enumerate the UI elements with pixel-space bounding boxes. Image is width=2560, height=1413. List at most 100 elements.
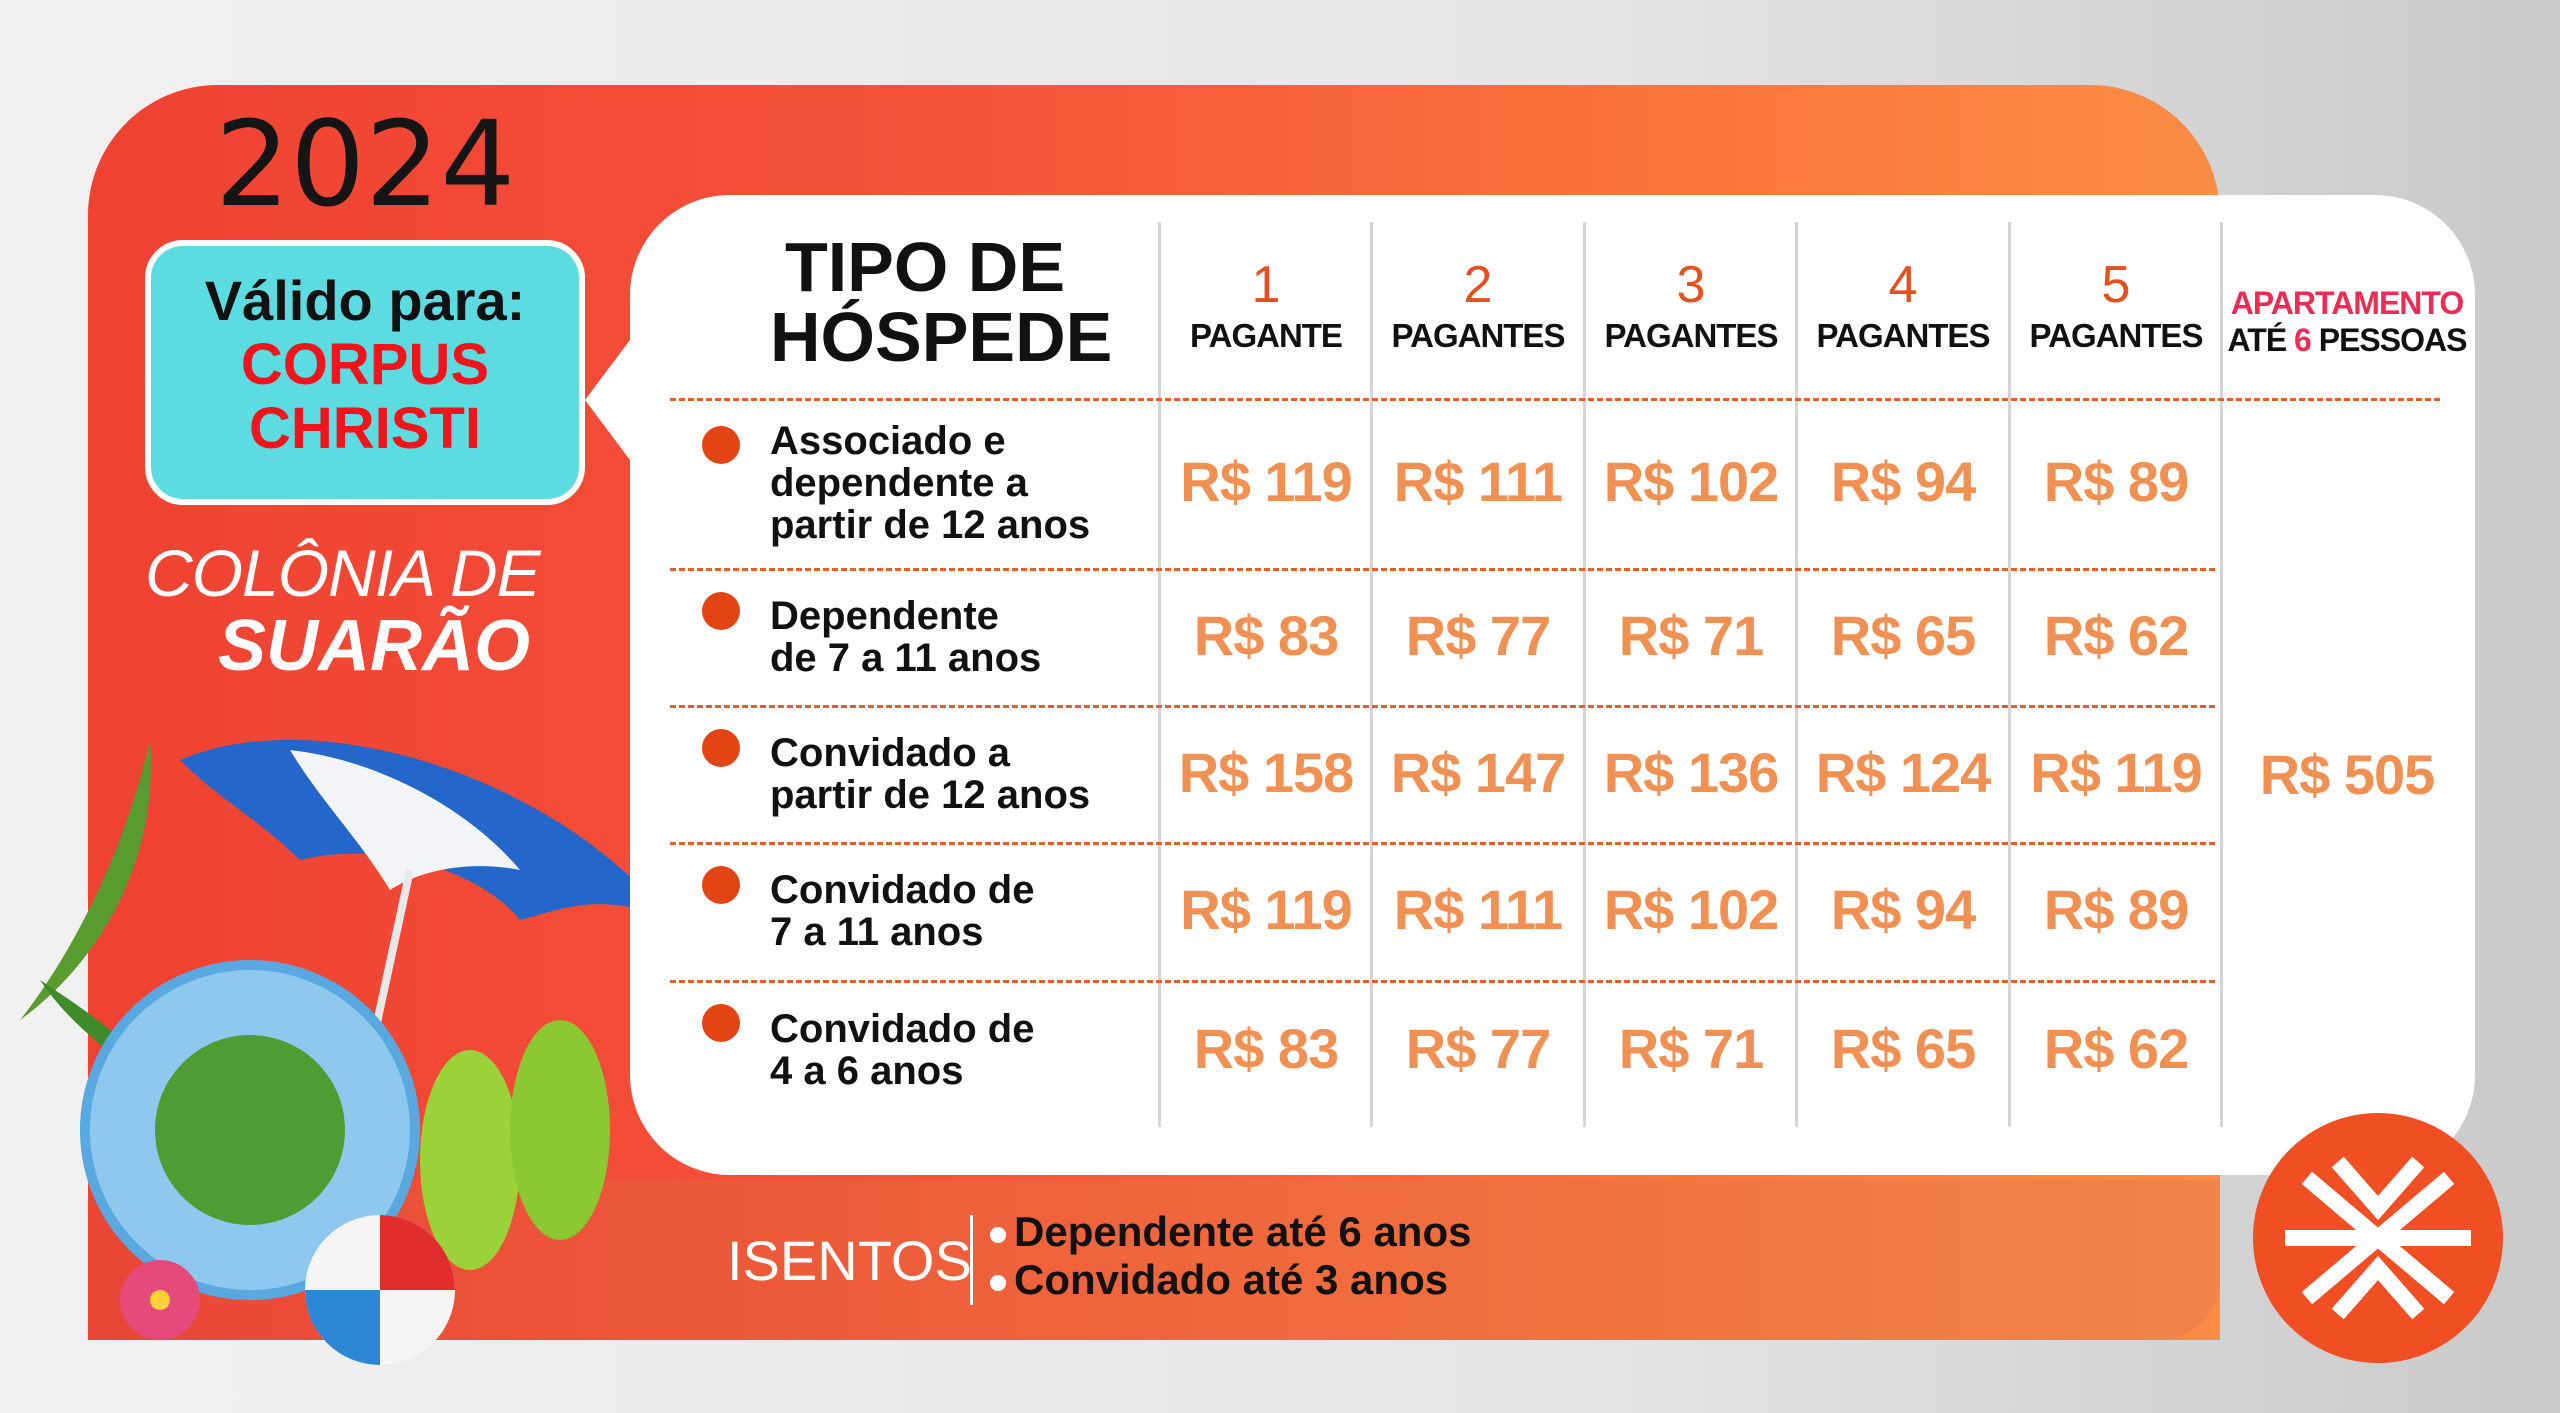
row-divider (670, 568, 2215, 571)
guest-type-header: TIPO DE HÓSPEDE (770, 228, 1113, 376)
valid-for-box: Válido para: CORPUS CHRISTI (145, 240, 585, 505)
price-cell: R$ 102 (1603, 878, 1780, 941)
column-header-1: 1 PAGANTE (1160, 255, 1372, 355)
price-cell: R$ 119 (2030, 740, 2203, 804)
year-title: 2024 (215, 95, 516, 233)
apartment-count: 6 (2294, 322, 2312, 358)
column-number: 2 (1463, 256, 1493, 314)
flip-flops-icon (420, 1020, 610, 1270)
column-header-5: 5 PAGANTES (2010, 255, 2222, 355)
guest-type-label-line: partir de 12 anos (770, 772, 1091, 817)
swim-ring-icon (80, 960, 420, 1300)
price-cell: R$ 119 (1180, 450, 1353, 513)
snowflake-logo-icon (2285, 1156, 2471, 1320)
guest-type-label: Convidado de 7 a 11 anos (770, 869, 1034, 953)
column-divider (1158, 222, 1161, 1127)
price-cell: R$ 94 (1830, 450, 1976, 513)
valid-line1: CORPUS (240, 332, 490, 397)
beach-ball-icon (305, 1215, 455, 1365)
price-cell: R$ 136 (1603, 740, 1780, 804)
column-divider (1370, 222, 1373, 1127)
guest-type-header-line1: TIPO DE (784, 228, 1066, 306)
price-cell: R$ 71 (1618, 1017, 1764, 1080)
price-cell: R$ 77 (1405, 603, 1551, 667)
brand-line1: COLÔNIA DE (145, 536, 541, 610)
guest-type-label-line: 7 a 11 anos (770, 910, 984, 954)
apartment-header: APARTAMENTO ATÉ 6 PESSOAS (2222, 255, 2472, 359)
price-cell: R$ 65 (1830, 603, 1976, 667)
column-divider (2008, 222, 2011, 1127)
valid-label: Válido para: (204, 269, 526, 332)
guest-type-header-line2: HÓSPEDE (770, 298, 1113, 376)
guest-type-label-line: Dependente (770, 593, 999, 638)
guest-type-label-line: Associado e (770, 419, 1006, 463)
row-divider (670, 398, 2440, 401)
price-cell: R$ 83 (1193, 603, 1339, 667)
column-label: PAGANTE (1190, 317, 1343, 354)
guest-type-label-line: Convidado a (770, 730, 1011, 775)
column-header-2: 2 PAGANTES (1372, 255, 1584, 355)
valid-line2: CHRISTI (249, 396, 481, 461)
price-cell: R$ 62 (2043, 1017, 2189, 1080)
guest-type-label: Associado e dependente a partir de 12 anos (770, 420, 1090, 546)
column-header-3: 3 PAGANTES (1585, 255, 1797, 355)
price-cell: R$ 102 (1603, 450, 1780, 513)
price-cell: R$ 124 (1815, 740, 1992, 804)
exempt-item: Dependente até 6 anos (990, 1208, 1471, 1256)
price-cell: R$ 62 (2043, 603, 2189, 667)
price-cell: R$ 89 (2043, 878, 2189, 941)
price-cell: R$ 77 (1405, 1017, 1551, 1080)
column-number: 5 (2101, 256, 2131, 314)
guest-type-label-line: dependente a (770, 461, 1028, 505)
guest-type-label-line: partir de 12 anos (770, 503, 1091, 547)
exempt-item: Convidado até 3 anos (990, 1256, 1448, 1304)
guest-type-label: Convidado a partir de 12 anos (770, 732, 1090, 816)
beach-illustration (20, 739, 670, 1365)
bullet-icon (702, 866, 740, 904)
bullet-icon (702, 729, 740, 767)
sesc-logo (2253, 1113, 2503, 1363)
column-label: PAGANTES (1816, 317, 1991, 354)
price-cell: R$ 71 (1618, 603, 1764, 667)
guest-type-label: Dependente de 7 a 11 anos (770, 595, 1041, 679)
column-label: PAGANTES (2029, 317, 2204, 354)
column-number: 4 (1888, 256, 1918, 314)
guest-type-label-line: Convidado de (770, 1007, 1035, 1051)
apartment-prefix: ATÉ (2227, 322, 2288, 358)
price-cell: R$ 111 (1393, 450, 1563, 513)
row-divider (670, 842, 2215, 845)
price-cell: R$ 65 (1830, 1017, 1976, 1080)
apartment-price: R$ 505 (2259, 743, 2436, 806)
price-cell: R$ 94 (1830, 878, 1976, 941)
column-number: 1 (1251, 256, 1281, 314)
column-label: PAGANTES (1391, 317, 1566, 354)
bullet-icon (702, 426, 740, 464)
price-cell: R$ 83 (1193, 1017, 1339, 1080)
price-cell: R$ 111 (1393, 878, 1563, 941)
price-cell: R$ 147 (1390, 740, 1567, 804)
row-divider (670, 705, 2215, 708)
guest-type-label: Convidado de 4 a 6 anos (770, 1008, 1034, 1092)
column-label: PAGANTES (1604, 317, 1779, 354)
bullet-icon (702, 1004, 740, 1042)
guest-type-label-line: 4 a 6 anos (770, 1049, 964, 1093)
price-cell: R$ 158 (1178, 740, 1355, 804)
column-divider (1583, 222, 1586, 1127)
exempt-divider (970, 1215, 973, 1305)
exempt-title: ISENTOS (727, 1229, 972, 1292)
guest-type-label-line: de 7 a 11 anos (770, 635, 1042, 680)
column-divider (2220, 222, 2223, 1127)
brand-line2: SUARÃO (218, 606, 531, 686)
price-cell: R$ 89 (2043, 450, 2189, 513)
price-cell: R$ 119 (1180, 878, 1353, 941)
column-divider (1795, 222, 1798, 1127)
row-divider (670, 980, 2215, 983)
column-header-4: 4 PAGANTES (1797, 255, 2009, 355)
guest-type-label-line: Convidado de (770, 868, 1035, 912)
column-number: 3 (1676, 256, 1706, 314)
hibiscus-flower-icon (120, 1260, 200, 1340)
bullet-icon (702, 592, 740, 630)
price-table-card (630, 195, 2475, 1175)
apartment-title: APARTAMENTO (2230, 285, 2465, 321)
apartment-suffix: PESSOAS (2318, 322, 2468, 358)
